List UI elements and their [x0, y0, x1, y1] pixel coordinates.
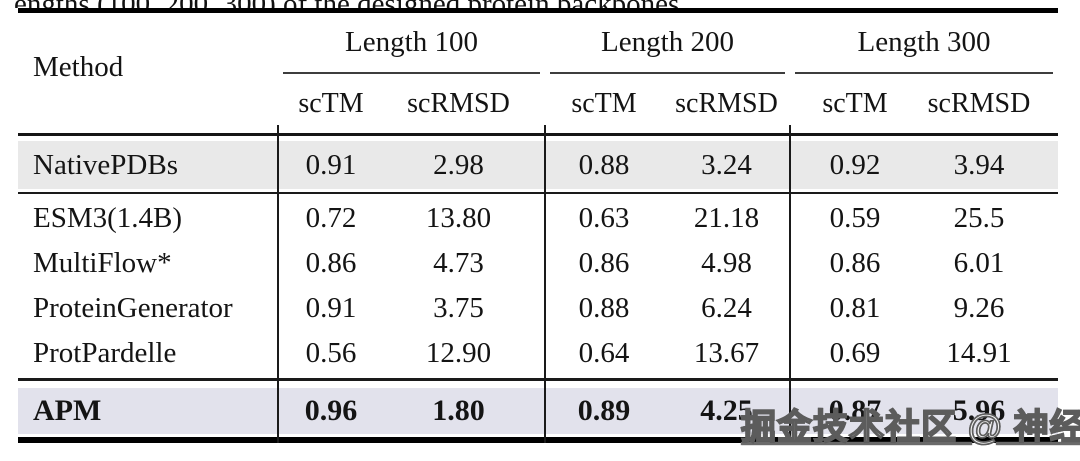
- results-table: Method Length 100 Length 200 Length 300 …: [18, 8, 1058, 443]
- metric-value: 3.75: [433, 292, 484, 324]
- metric-value: 3.24: [701, 148, 752, 181]
- metric-value: 0.63: [578, 202, 630, 234]
- metric-value: 0.91: [305, 148, 357, 181]
- sub-header-scrmsd-300: scRMSD: [927, 87, 1031, 119]
- caption-fragment: engths (100, 200, 300) of the designed p…: [14, 0, 1034, 8]
- table-row-protpardelle: ProtPardelle 0.56 12.90 0.64 13.67 0.69 …: [18, 331, 1058, 376]
- method-name: ESM3(1.4B): [33, 202, 183, 234]
- metric-value: 0.96: [304, 394, 358, 427]
- sub-header-sctm-200: scTM: [571, 87, 637, 119]
- method-column-header: Method: [33, 50, 124, 83]
- metric-value: 9.26: [953, 292, 1005, 324]
- column-divider: [544, 125, 546, 443]
- metric-value: 0.86: [829, 247, 881, 279]
- table-row-apm: APM 0.96 1.80 0.89 4.25 0.87 5.96: [18, 388, 1058, 434]
- metric-value: 25.5: [953, 202, 1005, 234]
- method-name: ProtPardelle: [33, 337, 177, 369]
- cmidrule-length-300: [795, 72, 1053, 74]
- metric-value: 4.73: [433, 247, 484, 279]
- metric-value: 4.25: [700, 394, 753, 427]
- caption-fragment-text: engths (100, 200, 300) of the designed p…: [14, 0, 679, 8]
- metric-value: 0.81: [829, 292, 881, 324]
- table-row-proteingenerator: ProteinGenerator 0.91 3.75 0.88 6.24 0.8…: [18, 286, 1058, 331]
- metric-value: 0.87: [828, 394, 882, 427]
- metric-value: 0.92: [829, 148, 881, 181]
- section-rule: [18, 192, 1058, 194]
- method-name: NativePDBs: [33, 148, 178, 181]
- metric-value: 0.56: [305, 337, 357, 369]
- metric-value: 3.94: [953, 148, 1005, 181]
- metric-value: 5.96: [952, 394, 1006, 427]
- table-row-multiflow: MultiFlow* 0.86 4.73 0.86 4.98 0.86 6.01: [18, 241, 1058, 286]
- metric-value: 21.18: [693, 202, 760, 234]
- cmidrule-length-200: [550, 72, 785, 74]
- sub-header-sctm-300: scTM: [822, 87, 888, 119]
- metric-value: 1.80: [432, 394, 485, 427]
- group-header-length-200: Length 200: [601, 26, 734, 58]
- method-name: ProteinGenerator: [33, 292, 233, 324]
- table-bottom-rule: [18, 437, 1058, 443]
- header-bottom-rule: [18, 133, 1058, 136]
- sub-header-scrmsd-200: scRMSD: [675, 87, 778, 119]
- baseline-rows: ESM3(1.4B) 0.72 13.80 0.63 21.18 0.59 25…: [18, 196, 1058, 376]
- metric-value: 0.88: [578, 292, 630, 324]
- method-name: APM: [33, 394, 102, 427]
- table-row-esm3: ESM3(1.4B) 0.72 13.80 0.63 21.18 0.59 25…: [18, 196, 1058, 241]
- group-header-length-300: Length 300: [857, 26, 991, 58]
- metric-value: 0.59: [829, 202, 881, 234]
- metric-value: 0.86: [305, 247, 357, 279]
- metric-value: 0.91: [305, 292, 357, 324]
- column-divider: [277, 125, 279, 443]
- metric-value: 0.69: [829, 337, 881, 369]
- metric-value: 12.90: [425, 337, 492, 369]
- cmidrule-length-100: [283, 72, 540, 74]
- metric-value: 2.98: [433, 148, 484, 181]
- metric-value: 14.91: [946, 337, 1012, 369]
- sub-header-scrmsd-100: scRMSD: [407, 87, 510, 119]
- table-row-nativepdbs: NativePDBs 0.91 2.98 0.88 3.24 0.92 3.94: [18, 141, 1058, 189]
- section-rule: [18, 378, 1058, 381]
- sub-header-sctm-100: scTM: [298, 87, 364, 119]
- table-header: Method Length 100 Length 200 Length 300 …: [18, 13, 1058, 133]
- column-divider: [789, 125, 791, 443]
- metric-value: 6.01: [953, 247, 1005, 279]
- metric-value: 13.80: [425, 202, 492, 234]
- method-name: MultiFlow*: [33, 247, 172, 279]
- metric-value: 13.67: [693, 337, 760, 369]
- metric-value: 0.88: [578, 148, 630, 181]
- watermark: 掘金技术社区 @ 神经星星: [740, 407, 1080, 448]
- metric-value: 0.86: [578, 247, 630, 279]
- table-top-rule: [18, 8, 1058, 13]
- metric-value: 4.98: [701, 247, 752, 279]
- metric-value: 0.89: [577, 394, 631, 427]
- metric-value: 0.72: [305, 202, 357, 234]
- metric-value: 0.64: [578, 337, 630, 369]
- metric-value: 6.24: [701, 292, 752, 324]
- group-header-length-100: Length 100: [345, 26, 478, 58]
